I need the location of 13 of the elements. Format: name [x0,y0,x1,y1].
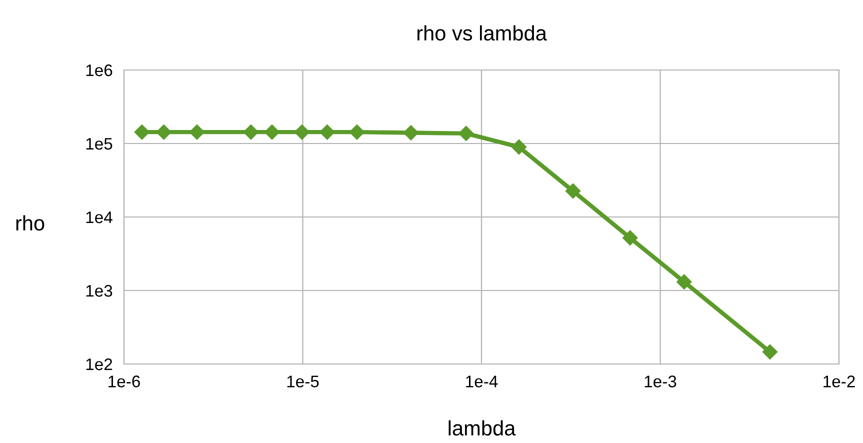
y-tick-label: 1e4 [86,212,112,224]
chart-title: rho vs lambda [417,25,547,41]
x-tick-label: 1e-3 [644,376,676,388]
x-tick-label: 1e-2 [824,376,855,388]
y-tick-label: 1e6 [86,64,112,76]
x-tick-label: 1e-5 [287,376,319,388]
x-tick-label: 1e-6 [108,376,140,388]
y-tick-label: 1e5 [86,138,112,150]
y-tick-label: 1e2 [86,358,112,370]
x-axis-title: lambda [448,420,516,436]
y-tick-label: 1e3 [86,284,112,297]
x-tick-label: 1e-4 [466,376,498,388]
y-axis-title: rho [16,215,44,231]
